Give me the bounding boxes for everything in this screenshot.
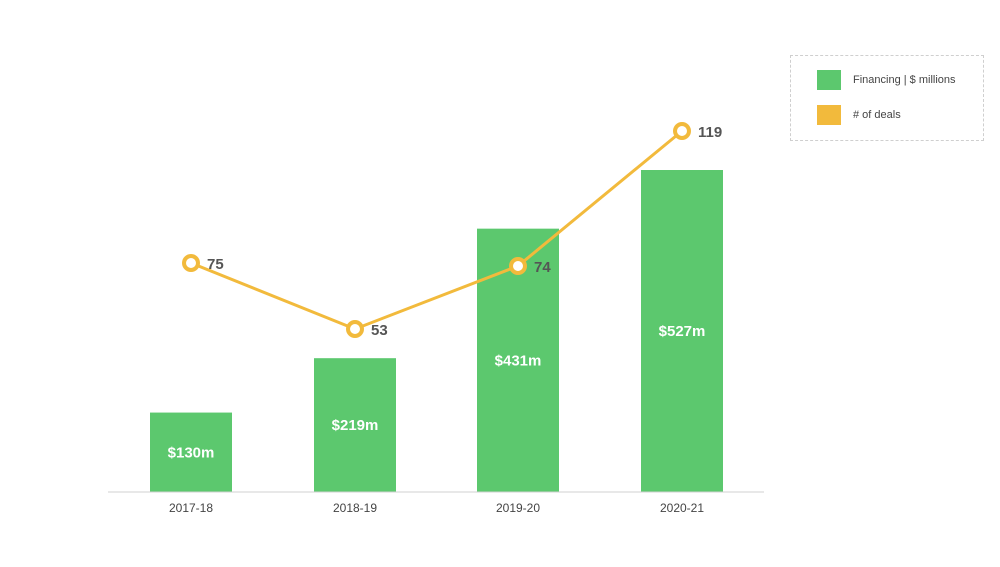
x-tick-label: 2020-21 bbox=[660, 501, 704, 515]
legend-swatch-deals bbox=[817, 105, 841, 125]
deals-line bbox=[190, 129, 683, 331]
deals-point-label: 119 bbox=[698, 124, 722, 141]
deals-point bbox=[182, 254, 200, 272]
x-tick-labels: 2017-18 2018-19 2019-20 2020-21 bbox=[169, 501, 704, 515]
bar-value-label: $527m bbox=[659, 323, 706, 340]
bar-2018-19 bbox=[314, 358, 396, 492]
bar-value-label: $219m bbox=[332, 417, 379, 434]
deals-point bbox=[346, 320, 364, 338]
bar-value-label: $130m bbox=[168, 444, 215, 461]
x-tick-label: 2018-19 bbox=[333, 501, 377, 515]
bar-2017-18 bbox=[150, 412, 232, 492]
legend-item-financing: Financing | $ millions bbox=[817, 70, 956, 90]
x-tick-label: 2017-18 bbox=[169, 501, 213, 515]
deals-point-label: 53 bbox=[371, 322, 388, 339]
deals-point-label: 75 bbox=[207, 256, 224, 273]
bars-layer: $130m $219m $431m $527m bbox=[150, 170, 723, 492]
x-tick-label: 2019-20 bbox=[496, 501, 540, 515]
legend-swatch-financing bbox=[817, 70, 841, 90]
deals-point-label: 74 bbox=[534, 259, 551, 276]
bar-2020-21 bbox=[641, 170, 723, 492]
deals-line-layer: 75 53 74 119 bbox=[182, 122, 722, 339]
legend-label-financing: Financing | $ millions bbox=[853, 74, 956, 86]
deals-point bbox=[673, 122, 691, 140]
legend: Financing | $ millions # of deals bbox=[790, 55, 984, 141]
legend-label-deals: # of deals bbox=[853, 109, 901, 121]
bar-value-label: $431m bbox=[495, 352, 542, 369]
deals-point bbox=[509, 257, 527, 275]
legend-item-deals: # of deals bbox=[817, 105, 901, 125]
